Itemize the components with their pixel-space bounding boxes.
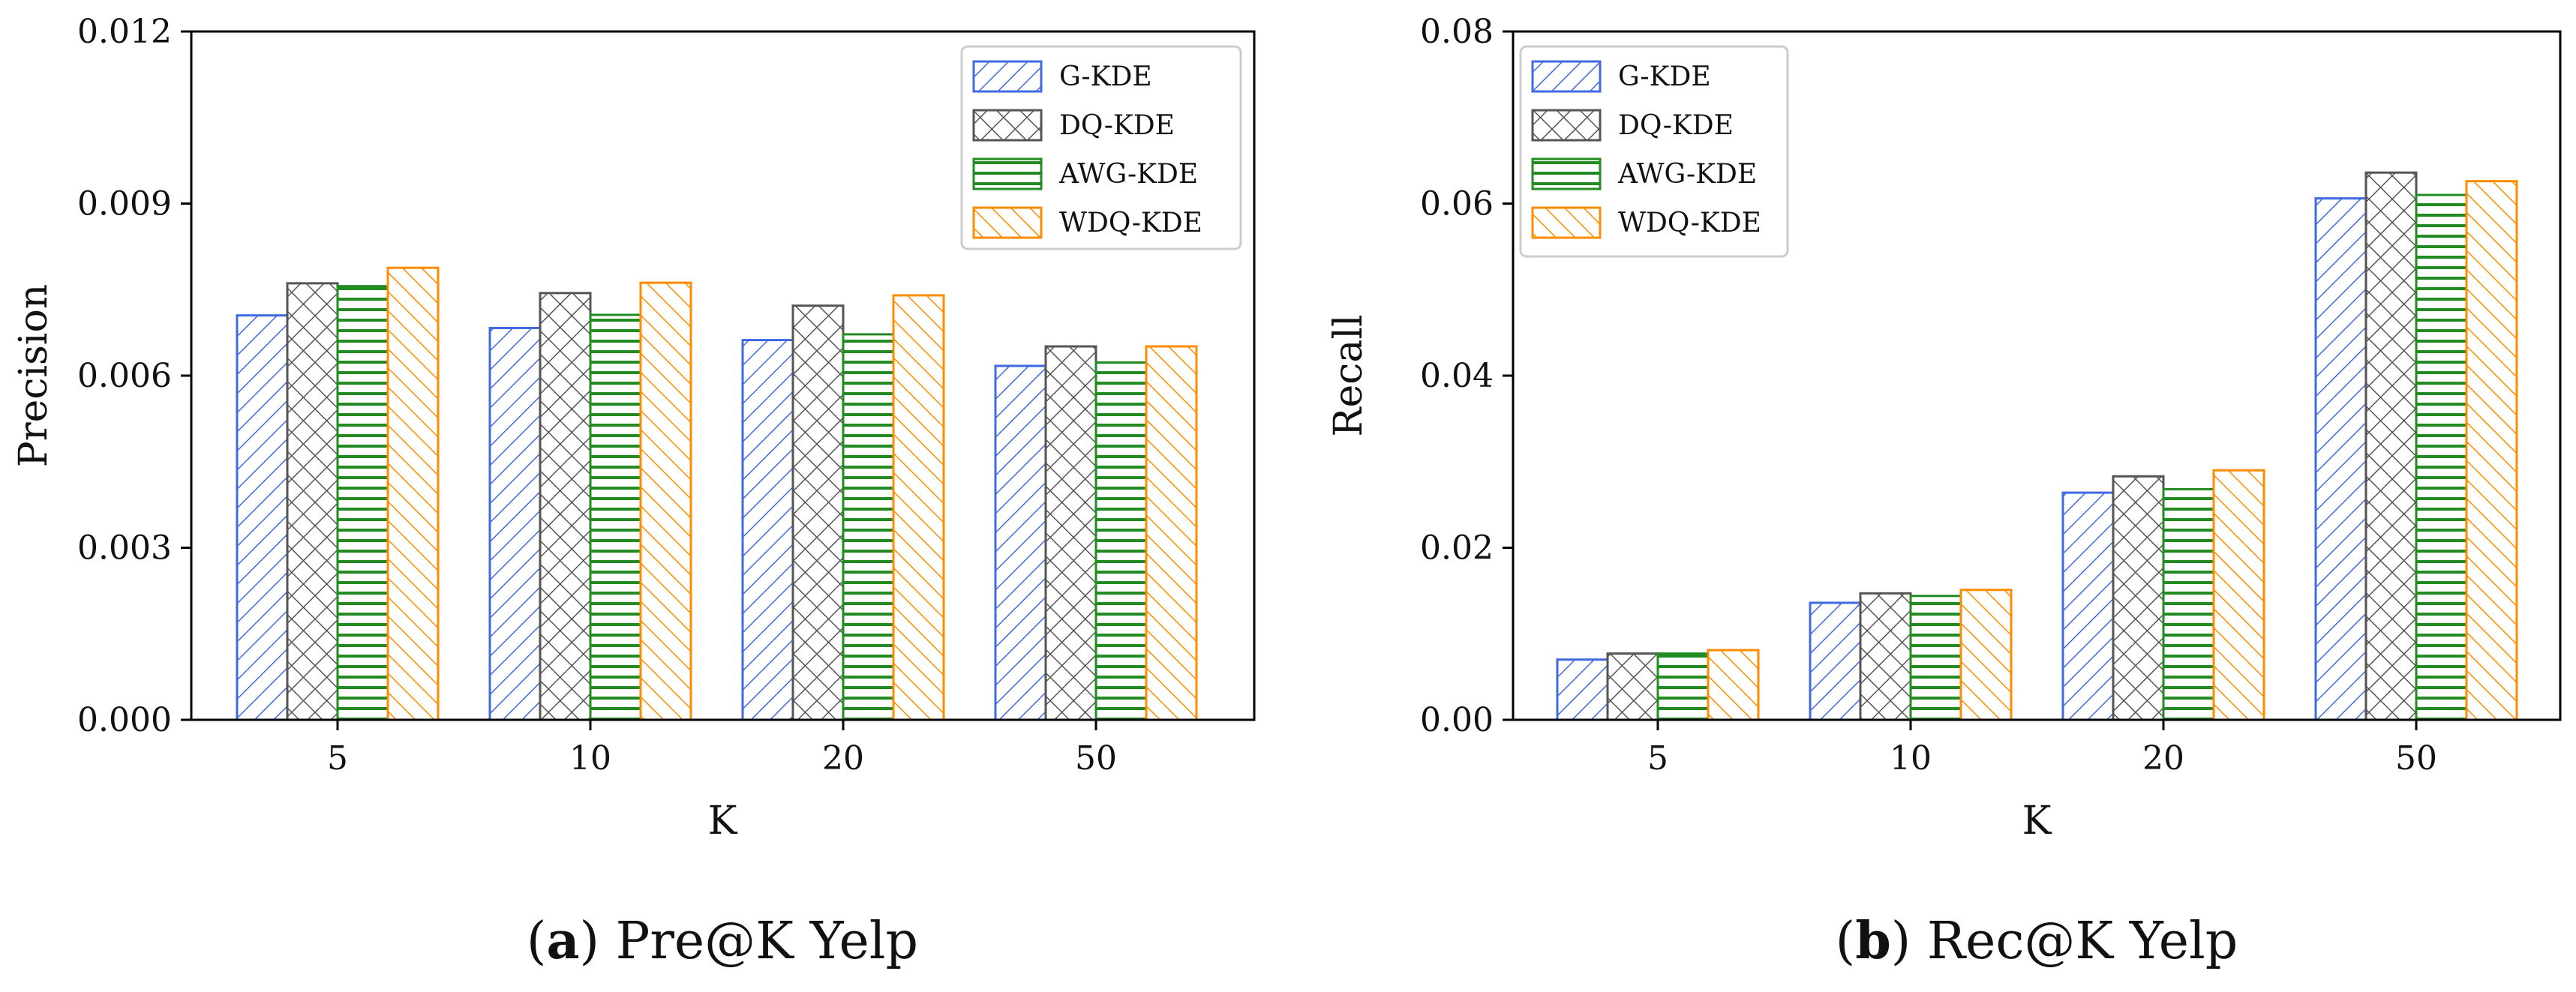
legend-swatch-wdq-kde <box>972 206 1043 239</box>
bars-group <box>236 266 1198 721</box>
y-tick-label: 0.04 <box>1420 357 1494 395</box>
x-axis-label: K <box>708 799 738 844</box>
bar-wdq-kde-k5 <box>1707 649 1760 721</box>
bar-g-kde-k20 <box>2061 491 2115 721</box>
bar-g-kde-k5 <box>1556 658 1609 721</box>
bar-dq-kde-k5 <box>286 282 339 721</box>
legend-label-wdq-kde: WDQ-KDE <box>1618 208 1761 238</box>
caption: (b) Rec@K Yelp <box>1836 911 2238 971</box>
legend-swatch-g-kde <box>972 60 1043 93</box>
y-axis-ticks: 0.00 0.02 0.04 0.06 0.08 <box>1420 13 1513 739</box>
x-tick-label: 20 <box>822 739 864 778</box>
bar-dq-kde-k20 <box>2112 475 2165 721</box>
bar-dq-kde-k20 <box>791 304 845 721</box>
bar-awg-kde-k10 <box>1909 595 1962 721</box>
legend-swatch-wdq-kde <box>1531 206 1602 239</box>
legend: G-KDE DQ-KDE AWG-KDE WDQ-KDE <box>1519 45 1789 258</box>
chart-panel-recall: 0.00 0.02 0.04 0.06 0.08 5 10 20 50 Recall K G-… <box>1326 13 2562 971</box>
bar-dq-kde-k10 <box>1859 592 1912 721</box>
x-tick-label: 5 <box>327 739 348 778</box>
y-tick-label: 0.006 <box>77 357 172 395</box>
legend-swatch-awg-kde <box>1531 157 1602 190</box>
y-axis-label: Precision <box>11 284 56 468</box>
bar-g-kde-k10 <box>1809 601 1862 721</box>
y-axis-label: Recall <box>1326 314 1371 436</box>
bar-dq-kde-k50 <box>1044 345 1097 721</box>
x-tick-label: 50 <box>1075 739 1117 778</box>
bar-awg-kde-k20 <box>2162 487 2215 721</box>
x-tick-label: 5 <box>1647 739 1668 778</box>
x-tick-label: 20 <box>2142 739 2184 778</box>
y-tick-label: 0.06 <box>1420 185 1494 223</box>
legend: G-KDE DQ-KDE AWG-KDE WDQ-KDE <box>960 45 1242 250</box>
legend-box <box>960 45 1242 250</box>
y-tick-label: 0.00 <box>1420 701 1494 739</box>
bars-group <box>1556 171 2518 721</box>
x-axis-label: K <box>2022 799 2052 844</box>
bar-awg-kde-k5 <box>1656 652 1710 721</box>
bar-dq-kde-k5 <box>1606 652 1659 721</box>
legend-label-g-kde: G-KDE <box>1618 61 1711 92</box>
x-tick-label: 10 <box>569 739 611 778</box>
bar-awg-kde-k50 <box>1094 361 1148 721</box>
bar-awg-kde-k5 <box>336 285 389 721</box>
bar-awg-kde-k10 <box>589 313 642 721</box>
legend-box <box>1519 45 1789 258</box>
x-tick-label: 10 <box>1890 739 1932 778</box>
bar-wdq-kde-k50 <box>2465 180 2518 721</box>
legend-swatch-dq-kde <box>1531 109 1602 142</box>
bar-wdq-kde-k20 <box>2212 469 2265 721</box>
bar-dq-kde-k10 <box>539 292 592 721</box>
x-axis-ticks: 5 10 20 50 <box>1647 720 2437 778</box>
y-axis-ticks: 0.000 0.003 0.006 0.009 0.012 <box>77 13 191 739</box>
legend-swatch-dq-kde <box>972 109 1043 142</box>
bar-g-kde-k10 <box>488 327 542 721</box>
y-tick-label: 0.08 <box>1420 13 1494 51</box>
legend-label-awg-kde: AWG-KDE <box>1617 159 1757 190</box>
legend-swatch-g-kde <box>1531 60 1602 93</box>
legend-swatch-awg-kde <box>972 157 1043 190</box>
legend-label-dq-kde: DQ-KDE <box>1059 110 1175 141</box>
bar-dq-kde-k50 <box>2364 171 2418 721</box>
bar-wdq-kde-k20 <box>892 294 945 721</box>
caption-text: Rec@K Yelp <box>1911 912 2238 971</box>
caption-id: b <box>1855 911 1891 971</box>
bar-wdq-kde-k50 <box>1145 345 1198 721</box>
bar-g-kde-k50 <box>2314 197 2367 721</box>
caption: (a) Pre@K Yelp <box>527 911 918 971</box>
legend-label-g-kde: G-KDE <box>1059 61 1152 92</box>
caption-id: a <box>546 911 579 971</box>
bar-wdq-kde-k10 <box>639 281 692 721</box>
legend-label-dq-kde: DQ-KDE <box>1618 110 1734 141</box>
y-tick-label: 0.012 <box>77 13 172 51</box>
y-tick-label: 0.003 <box>77 529 172 568</box>
bar-awg-kde-k50 <box>2415 193 2468 721</box>
y-tick-label: 0.009 <box>77 185 172 223</box>
legend-label-awg-kde: AWG-KDE <box>1058 159 1198 190</box>
y-tick-label: 0.02 <box>1420 529 1494 568</box>
bar-g-kde-k5 <box>236 314 289 721</box>
x-axis-ticks: 5 10 20 50 <box>327 720 1117 778</box>
bar-wdq-kde-k5 <box>386 266 440 721</box>
chart-panel-precision: 0.000 0.003 0.006 0.009 0.012 5 10 20 50 Precis… <box>11 13 1256 971</box>
caption-text: Pre@K Yelp <box>599 912 918 971</box>
bar-awg-kde-k20 <box>842 333 895 721</box>
x-tick-label: 50 <box>2395 739 2437 778</box>
y-tick-label: 0.000 <box>77 701 172 739</box>
bar-g-kde-k20 <box>741 339 794 721</box>
bar-wdq-kde-k10 <box>1959 589 2013 721</box>
bar-g-kde-k50 <box>994 364 1047 721</box>
legend-label-wdq-kde: WDQ-KDE <box>1059 208 1202 238</box>
